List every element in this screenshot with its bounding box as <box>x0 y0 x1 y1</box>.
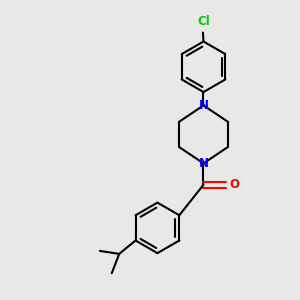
Text: N: N <box>199 99 208 112</box>
Text: O: O <box>230 178 239 191</box>
Text: Cl: Cl <box>197 15 210 28</box>
Text: N: N <box>199 157 208 170</box>
